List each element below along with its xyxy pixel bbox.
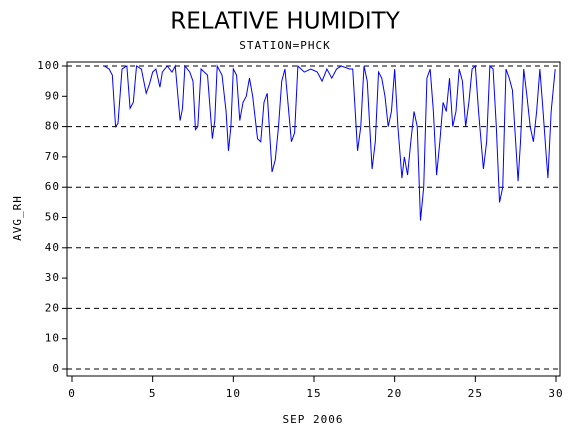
- y-axis-label: AVG_RH: [11, 195, 24, 241]
- y-tick-label: 80: [45, 120, 60, 133]
- y-tick-label: 60: [45, 180, 60, 193]
- plot-frame: [66, 61, 561, 377]
- y-tick-label: 100: [37, 59, 60, 72]
- x-tick-label: 0: [68, 387, 76, 400]
- y-tick-label: 20: [45, 301, 60, 314]
- y-tick-label: 0: [52, 362, 60, 375]
- y-tick-label: 30: [45, 271, 60, 284]
- x-tick-label: 10: [226, 387, 241, 400]
- x-axis-label: SEP 2006: [283, 413, 344, 426]
- y-tick-label: 90: [45, 89, 60, 102]
- x-tick-label: 25: [468, 387, 483, 400]
- x-tick-label: 20: [387, 387, 402, 400]
- chart-title: RELATIVE HUMIDITY: [170, 9, 401, 35]
- y-tick-label: 10: [45, 332, 60, 345]
- x-tick-label: 30: [548, 387, 563, 400]
- y-tick-label: 50: [45, 211, 60, 224]
- y-tick-label: 70: [45, 150, 60, 163]
- data-line: [104, 64, 556, 221]
- x-tick-label: 15: [306, 387, 321, 400]
- chart-subtitle: STATION=PHCK: [239, 39, 330, 52]
- x-tick-label: 5: [149, 387, 157, 400]
- y-tick-label: 40: [45, 241, 60, 254]
